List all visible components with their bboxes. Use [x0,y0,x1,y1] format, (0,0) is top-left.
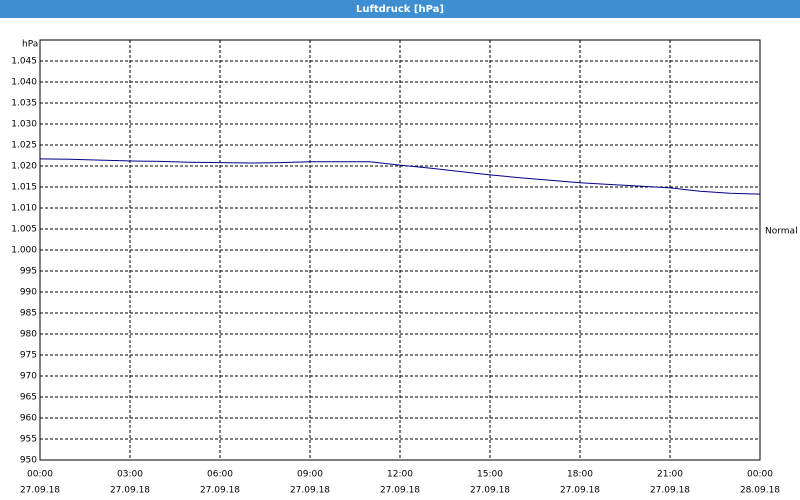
y-tick-label: 955 [20,435,37,445]
x-tick-label: 00:00 [747,470,773,480]
y-tick-label: 975 [20,351,37,361]
x-tick-label: 12:00 [387,470,413,480]
x-tick-label: 18:00 [567,470,593,480]
window-title: Luftdruck [hPa] [356,4,444,15]
y-tick-label: 980 [20,330,37,340]
data-line [39,158,761,195]
x-tick-date: 27.09.18 [560,486,600,496]
x-tick-date: 27.09.18 [650,486,690,496]
y-tick-label: 1.030 [11,120,37,130]
x-tick-date: 27.09.18 [200,486,240,496]
y-tick-label: 1.035 [11,99,37,109]
y-tick-label: 1.000 [11,246,37,256]
plot-border [39,39,761,461]
y-tick-label: 1.025 [11,141,37,151]
y-tick-label: 960 [20,414,37,424]
y-tick-label: 1.040 [11,78,37,88]
x-tick-date: 27.09.18 [20,486,60,496]
y-tick-label: 1.015 [11,183,37,193]
y-tick-label: 970 [20,372,37,382]
y-tick-label: 990 [20,288,37,298]
x-tick-date: 27.09.18 [110,486,150,496]
annotation: Normal [765,227,798,237]
y-tick-label: 1.005 [11,225,37,235]
y-tick-label: 995 [20,267,37,277]
x-tick-label: 21:00 [657,470,683,480]
x-tick-date: 27.09.18 [470,486,510,496]
y-unit: hPa [22,40,38,50]
y-tick-label: 1.020 [11,162,37,172]
y-tick-label: 1.010 [11,204,37,214]
y-tick-label: 950 [20,456,37,466]
y-tick-label: 985 [20,309,37,319]
x-tick-date: 27.09.18 [380,486,420,496]
x-tick-label: 03:00 [117,470,143,480]
x-tick-label: 00:00 [27,470,53,480]
x-tick-label: 09:00 [297,470,323,480]
y-tick-label: 965 [20,393,37,403]
y-tick-label: 1.045 [11,57,37,67]
x-tick-date: 28.09.18 [740,486,780,496]
title-bar [0,0,800,18]
x-tick-label: 15:00 [477,470,503,480]
x-tick-date: 27.09.18 [290,486,330,496]
x-tick-label: 06:00 [207,470,233,480]
